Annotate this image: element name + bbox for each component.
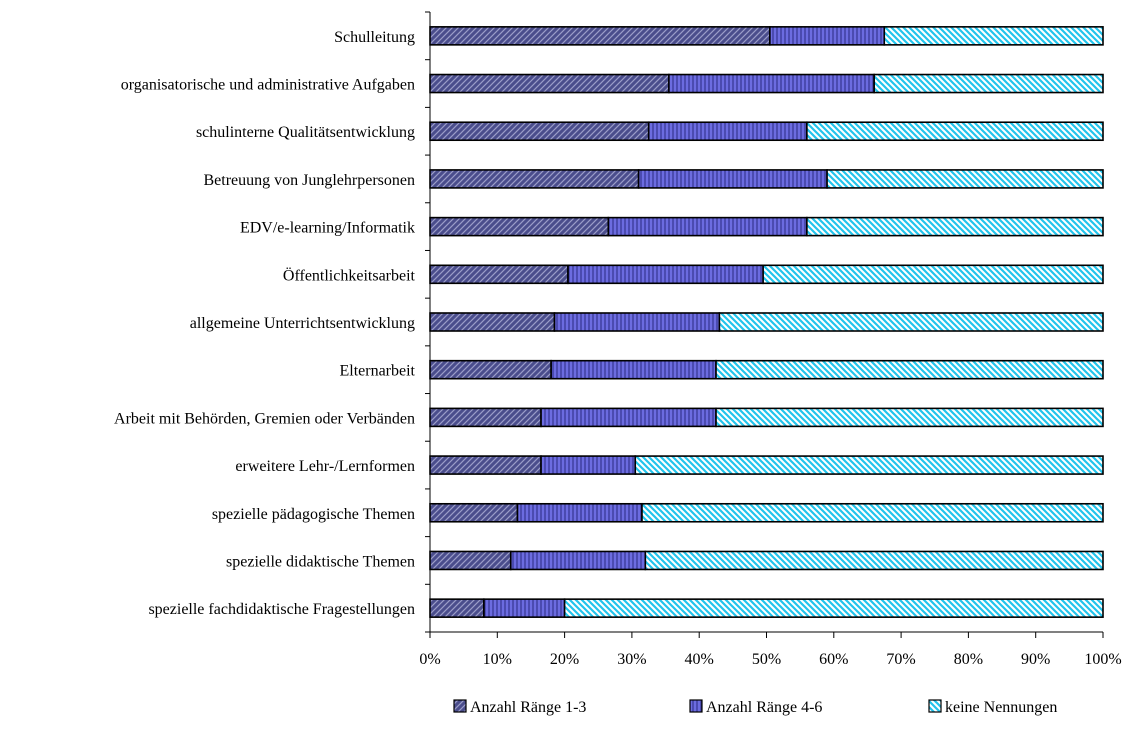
- bar-segment-series-2: [567, 264, 764, 285]
- bar-segment-series-1: [429, 407, 542, 428]
- bar-segment-series-2: [647, 121, 808, 142]
- category-label: organisatorische und administrative Aufg…: [121, 77, 415, 94]
- x-tick-label: 10%: [483, 651, 512, 668]
- bar-segment-series-1: [429, 26, 771, 46]
- legend-label: Anzahl Ränge 1-3: [470, 699, 586, 716]
- bar-segment-series-3: [563, 598, 1104, 618]
- category-label: spezielle fachdidaktische Fragestellunge…: [148, 601, 415, 618]
- bar-segment-series-1: [429, 550, 512, 571]
- x-tick-label: 40%: [685, 651, 714, 668]
- bar-segment-series-2: [637, 169, 828, 189]
- bar-segment-series-3: [715, 407, 1104, 428]
- category-label: allgemeine Unterrichtsentwicklung: [190, 315, 415, 332]
- bar-segment-series-2: [540, 407, 717, 428]
- category-label: Elternarbeit: [339, 363, 415, 380]
- category-label: erweitere Lehr-/Lernformen: [235, 458, 415, 475]
- legend-swatch: [928, 699, 942, 713]
- category-label: Betreuung von Junglehrpersonen: [203, 172, 415, 189]
- bar-segment-series-1: [429, 216, 610, 237]
- bar-segment-series-3: [873, 73, 1104, 94]
- category-label: Öffentlichkeitsarbeit: [283, 266, 416, 284]
- bar-segment-series-1: [429, 169, 640, 189]
- legend-swatch: [689, 699, 703, 713]
- bar-segment-series-1: [429, 502, 519, 523]
- bar-segment-series-1: [429, 455, 542, 475]
- bar-segment-series-1: [429, 359, 552, 380]
- bar-segment-series-3: [634, 455, 1104, 475]
- bar-segment-series-2: [769, 26, 886, 46]
- bar-segment-series-3: [806, 216, 1104, 237]
- legend-label: Anzahl Ränge 4-6: [706, 699, 822, 716]
- category-label: Arbeit mit Behörden, Gremien oder Verbän…: [114, 410, 415, 427]
- bar-segment-series-2: [483, 598, 566, 618]
- bar-segment-series-2: [668, 73, 875, 94]
- bar-segment-series-2: [516, 502, 643, 523]
- x-tick-label: 60%: [819, 651, 848, 668]
- x-tick-label: 90%: [1021, 651, 1050, 668]
- category-label: schulinterne Qualitätsentwicklung: [196, 124, 415, 141]
- bar-segment-series-2: [540, 455, 637, 475]
- bar-segment-series-2: [509, 550, 647, 571]
- x-tick-label: 100%: [1084, 651, 1121, 668]
- bar-segment-series-3: [641, 502, 1104, 523]
- bar-segment-series-1: [429, 73, 670, 94]
- bar-segment-series-3: [718, 312, 1104, 332]
- x-tick-label: 80%: [954, 651, 983, 668]
- category-label: spezielle pädagogische Themen: [212, 506, 415, 523]
- bar-segment-series-2: [607, 216, 808, 237]
- legend-label: keine Nennungen: [945, 699, 1057, 716]
- bar-segment-series-3: [806, 121, 1104, 142]
- category-label: EDV/e-learning/Informatik: [240, 220, 415, 237]
- x-tick-label: 70%: [886, 651, 915, 668]
- bar-segment-series-3: [762, 264, 1104, 285]
- x-tick-label: 20%: [550, 651, 579, 668]
- bar-segment-series-3: [826, 169, 1104, 189]
- category-label: spezielle didaktische Themen: [226, 553, 415, 570]
- bar-segment-series-1: [429, 312, 556, 332]
- bar-segment-series-1: [429, 264, 569, 285]
- bar-segment-series-3: [715, 359, 1104, 380]
- category-label: Schulleitung: [334, 29, 415, 46]
- bar-segment-series-3: [883, 26, 1104, 46]
- x-tick-label: 50%: [752, 651, 781, 668]
- bar-segment-series-2: [550, 359, 717, 380]
- bar-segment-series-1: [429, 598, 485, 618]
- x-tick-label: 0%: [419, 651, 440, 668]
- bar-segment-series-1: [429, 121, 650, 142]
- bar-segment-series-3: [644, 550, 1104, 571]
- bar-segment-series-2: [553, 312, 721, 332]
- legend-swatch: [453, 699, 467, 713]
- x-tick-label: 30%: [617, 651, 646, 668]
